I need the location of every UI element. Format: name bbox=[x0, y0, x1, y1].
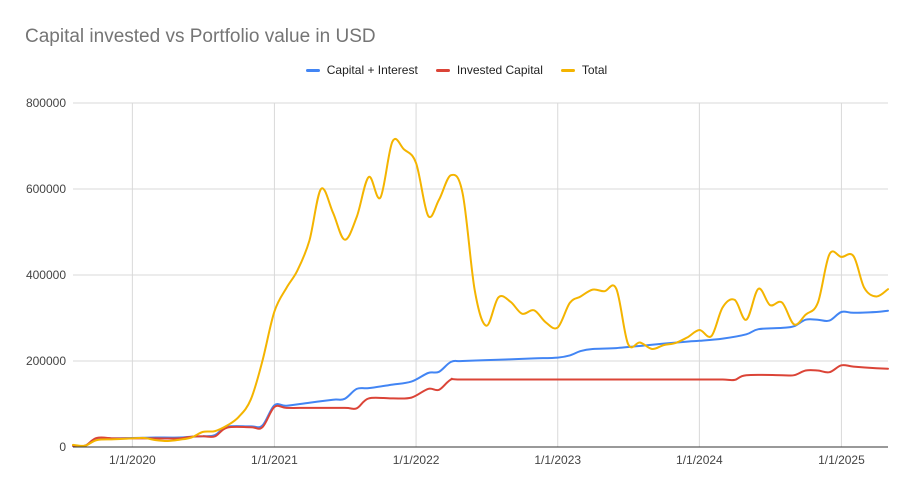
y-tick-label: 800000 bbox=[26, 96, 66, 110]
x-tick-label: 1/1/2022 bbox=[393, 453, 440, 467]
y-tick-label: 600000 bbox=[26, 182, 66, 196]
x-axis-ticks: 1/1/2020 1/1/2021 1/1/2022 1/1/2023 1/1/2024… bbox=[109, 453, 865, 467]
legend-label-invested-capital: Invested Capital bbox=[456, 63, 543, 77]
x-tick-label: 1/1/2024 bbox=[676, 453, 723, 467]
legend-item-total[interactable]: Total bbox=[560, 63, 608, 77]
series-line-total bbox=[72, 137, 889, 447]
x-tick-label: 1/1/2023 bbox=[534, 453, 581, 467]
x-tick-label: 1/1/2020 bbox=[109, 453, 156, 467]
legend-label-capital-interest: Capital + Interest bbox=[326, 63, 418, 77]
gridlines bbox=[73, 102, 888, 447]
legend-swatch-total bbox=[560, 68, 575, 72]
y-axis-ticks: 0 200000 400000 600000 800000 bbox=[26, 96, 66, 454]
y-tick-label: 400000 bbox=[26, 268, 66, 282]
chart-title: Capital invested vs Portfolio value in U… bbox=[25, 26, 376, 47]
x-tick-label: 1/1/2025 bbox=[818, 453, 865, 467]
y-tick-label: 200000 bbox=[26, 354, 66, 368]
legend-swatch-invested-capital bbox=[435, 68, 450, 72]
y-tick-label: 0 bbox=[59, 440, 66, 454]
series-lines bbox=[72, 137, 889, 448]
legend-item-invested-capital[interactable]: Invested Capital bbox=[435, 63, 543, 77]
legend-swatch-capital-interest bbox=[305, 68, 320, 72]
chart-legend: Capital + Interest Invested Capital Tota… bbox=[0, 63, 913, 77]
x-tick-label: 1/1/2021 bbox=[251, 453, 298, 467]
legend-item-capital-interest[interactable]: Capital + Interest bbox=[305, 63, 418, 77]
legend-label-total: Total bbox=[581, 63, 608, 77]
series-line-invested-capital bbox=[72, 364, 889, 448]
